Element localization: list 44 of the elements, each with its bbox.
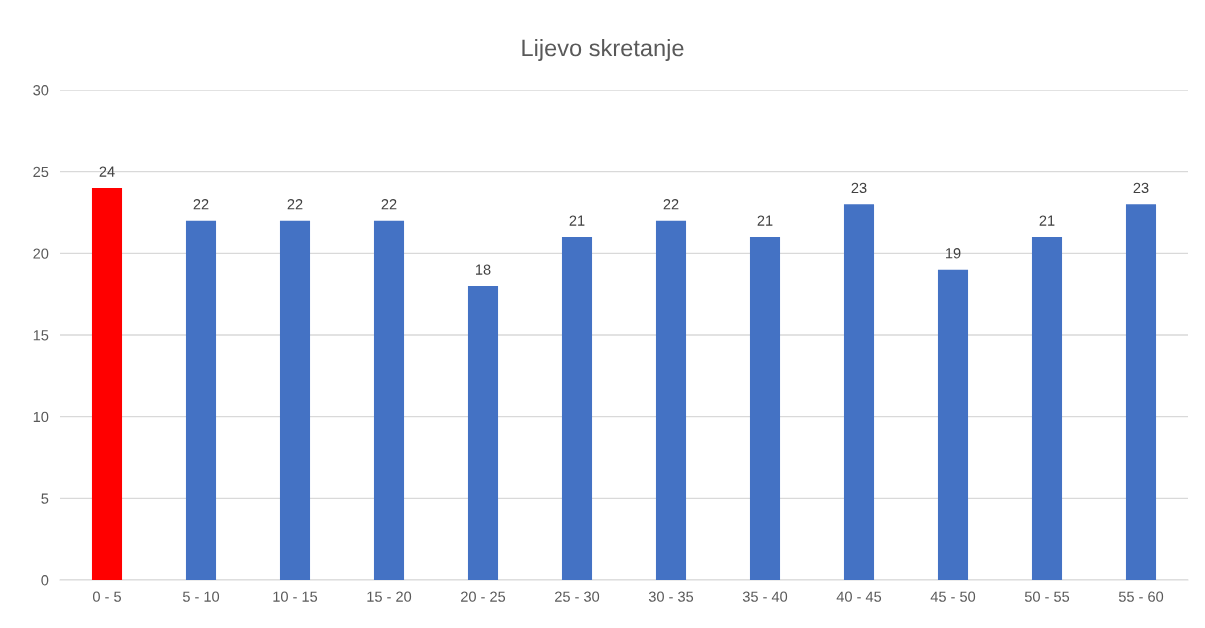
data-label: 18 bbox=[476, 264, 491, 275]
y-tick-label: 0 bbox=[41, 575, 49, 586]
bar bbox=[937, 269, 969, 580]
bar bbox=[749, 237, 781, 580]
x-tick-label: 20 - 25 bbox=[461, 591, 506, 602]
y-tick-label: 30 bbox=[33, 85, 49, 96]
bar bbox=[1031, 237, 1063, 580]
data-label: 22 bbox=[287, 199, 303, 210]
data-label: 21 bbox=[569, 215, 585, 226]
bar bbox=[843, 204, 875, 580]
data-label: 24 bbox=[99, 166, 115, 177]
data-label: 23 bbox=[851, 182, 867, 194]
bar bbox=[1125, 204, 1157, 580]
x-tick-label: 45 - 50 bbox=[930, 591, 976, 602]
x-tick-label: 0 - 5 bbox=[92, 591, 121, 602]
x-tick-label: 50 - 55 bbox=[1024, 591, 1070, 602]
data-label: 22 bbox=[193, 199, 209, 210]
data-label: 22 bbox=[663, 199, 679, 210]
y-tick-label: 25 bbox=[33, 166, 49, 178]
bar bbox=[655, 220, 687, 580]
bar bbox=[561, 237, 593, 580]
bar bbox=[467, 286, 499, 580]
y-tick-label: 15 bbox=[33, 330, 49, 341]
x-tick-label: 40 - 45 bbox=[836, 591, 882, 602]
y-tick-label: 5 bbox=[41, 493, 49, 504]
bar bbox=[373, 220, 405, 580]
y-tick-label: 20 bbox=[33, 248, 49, 259]
bar bbox=[185, 220, 217, 580]
x-tick-label: 55 - 60 bbox=[1118, 591, 1164, 602]
data-label: 22 bbox=[381, 199, 397, 210]
data-label: 21 bbox=[757, 215, 773, 226]
data-label: 23 bbox=[1133, 182, 1149, 194]
bar bbox=[279, 220, 311, 580]
x-tick-label: 10 - 15 bbox=[273, 591, 318, 602]
x-tick-label: 15 - 20 bbox=[367, 591, 412, 602]
chart-title: Lijevo skretanje bbox=[522, 39, 684, 61]
data-label: 19 bbox=[946, 248, 961, 259]
x-tick-label: 5 - 10 bbox=[182, 591, 220, 602]
bar bbox=[91, 188, 123, 580]
y-tick-label: 10 bbox=[33, 411, 49, 423]
data-label: 21 bbox=[1039, 215, 1055, 226]
x-tick-label: 35 - 40 bbox=[742, 591, 788, 602]
x-tick-label: 25 - 30 bbox=[555, 591, 600, 602]
x-tick-label: 30 - 35 bbox=[648, 591, 694, 602]
